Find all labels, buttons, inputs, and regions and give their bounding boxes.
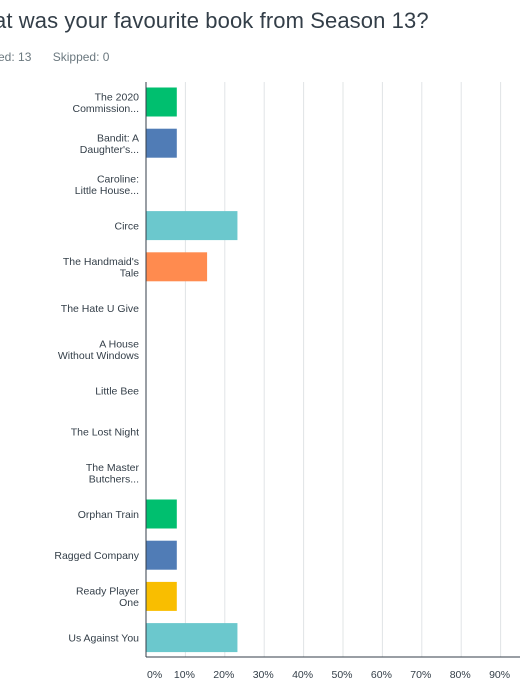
category-label: Us Against You	[68, 633, 139, 645]
category-label-line: Ready Player	[76, 586, 140, 598]
category-labels: The 2020 Commission... Bandit: A Daughter's…	[54, 91, 139, 644]
x-tick-label: 40%	[292, 669, 313, 681]
question-title: at was your favourite book from Season 1…	[0, 8, 429, 33]
bar[interactable]	[146, 211, 238, 241]
category-label-line: The Handmaid's	[63, 256, 139, 268]
category-label-line: One	[119, 597, 139, 609]
category-label-line: Ragged Company	[54, 550, 139, 562]
category-label-line: The Master	[86, 462, 140, 474]
category-label-line: Little House...	[75, 185, 139, 197]
category-label: The Hate U Give	[61, 303, 139, 315]
bar[interactable]	[146, 499, 177, 529]
category-label-line: The 2020	[95, 91, 140, 103]
x-axis-ticks: 0%10%20%30%40%50%60%70%80%90%100%	[147, 669, 510, 681]
category-label: Little Bee	[95, 385, 139, 397]
x-tick-label: 70%	[410, 669, 431, 681]
x-tick-label: 10%	[174, 669, 195, 681]
category-label-line: Orphan Train	[78, 509, 139, 521]
x-tick-label: 60%	[371, 669, 392, 681]
skipped-count: Skipped: 0	[52, 50, 110, 64]
x-tick-label: 80%	[450, 669, 471, 681]
category-label-line: The Hate U Give	[61, 303, 139, 315]
x-tick-label: 30%	[253, 669, 274, 681]
category-label-line: Tale	[120, 268, 139, 280]
category-label: Bandit: A Daughter's...	[80, 132, 139, 156]
bar[interactable]	[146, 581, 177, 611]
category-label: The Lost Night	[71, 427, 139, 439]
category-label: The Master Butchers...	[86, 462, 140, 486]
bar[interactable]	[146, 128, 177, 158]
x-tick-label: 20%	[213, 669, 234, 681]
bar[interactable]	[146, 87, 177, 117]
category-label-line: The Lost Night	[71, 427, 139, 439]
category-label-line: A House	[99, 338, 139, 350]
x-tick-label: 50%	[331, 669, 352, 681]
category-label: Circe	[114, 221, 139, 233]
category-label-line: Without Windows	[58, 350, 139, 362]
category-label-line: Us Against You	[68, 633, 139, 645]
category-label: Ready Player One	[76, 586, 140, 610]
category-label: Orphan Train	[78, 509, 139, 521]
x-tick-label: 90%	[489, 669, 510, 681]
category-label: Ragged Company	[54, 550, 139, 562]
category-label: Caroline: Little House...	[75, 174, 139, 198]
answered-count: ed: 13	[0, 50, 32, 64]
response-stats: ed: 13 Skipped: 0	[0, 50, 127, 64]
category-label-line: Little Bee	[95, 385, 139, 397]
category-label-line: Daughter's...	[80, 144, 139, 156]
category-label: A House Without Windows	[58, 338, 139, 362]
category-label-line: Circe	[114, 221, 139, 233]
category-label-line: Bandit: A	[97, 132, 139, 144]
grid-lines	[145, 82, 520, 658]
bar[interactable]	[146, 623, 238, 653]
bar[interactable]	[146, 540, 177, 570]
category-label-line: Butchers...	[89, 474, 139, 486]
bars	[146, 87, 238, 653]
bar[interactable]	[146, 252, 208, 282]
category-label-line: Caroline:	[97, 174, 139, 186]
x-tick-label: 0%	[147, 669, 162, 681]
category-label: The Handmaid's Tale	[63, 256, 139, 280]
category-label: The 2020 Commission...	[72, 91, 139, 115]
category-label-line: Commission...	[72, 103, 139, 115]
